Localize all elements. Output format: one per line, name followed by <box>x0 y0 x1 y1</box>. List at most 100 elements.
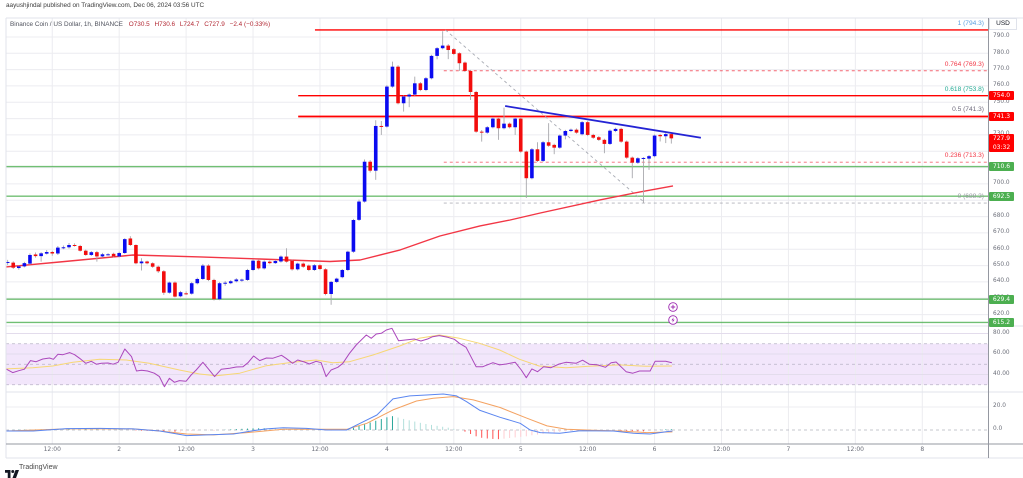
candle <box>206 264 211 282</box>
price-label-value: 741.3 <box>992 112 1011 120</box>
bullish-candle-body <box>167 282 172 293</box>
events-marker-button[interactable] <box>668 312 678 325</box>
candle <box>608 129 612 146</box>
bullish-candle-body <box>122 239 127 253</box>
support-price-label: 615.2 <box>989 317 1014 327</box>
bearish-candle-body <box>134 245 138 264</box>
bearish-candle-body <box>446 45 451 51</box>
bullish-candle-body <box>178 292 183 297</box>
bearish-candle-body <box>524 151 529 179</box>
candle <box>390 61 395 88</box>
candle <box>195 277 200 285</box>
candle <box>156 265 161 273</box>
macd-signal-line <box>6 396 673 436</box>
candle <box>429 54 434 80</box>
price-tick-label: 680.0 <box>993 213 1010 220</box>
bullish-candle-body <box>357 201 361 220</box>
candle <box>530 147 534 180</box>
candle <box>502 107 506 130</box>
candle <box>663 132 668 144</box>
candle <box>452 48 456 56</box>
candle <box>563 129 568 140</box>
bullish-candle-body <box>217 283 222 300</box>
tradingview-brand[interactable]: TradingView <box>19 464 58 471</box>
time-tick-label: 6 <box>652 446 657 453</box>
bearish-candle-body <box>323 269 328 294</box>
candle <box>552 143 557 155</box>
bullish-candle-body <box>613 128 618 132</box>
candle <box>78 244 82 252</box>
price-tick-label: 640.0 <box>993 278 1010 285</box>
price-label-value: 710.6 <box>992 163 1011 171</box>
bullish-candle-body <box>647 156 651 159</box>
bearish-candle-body <box>11 262 16 268</box>
candle <box>636 157 640 164</box>
candle <box>385 85 389 128</box>
candle <box>240 278 244 282</box>
change-value: −2.4 (−0.33%) <box>229 21 271 28</box>
candle <box>602 138 607 154</box>
price-pane <box>6 29 989 324</box>
bearish-candle-body <box>301 263 306 267</box>
bullish-candle-body <box>56 247 60 254</box>
bullish-candle-body <box>189 283 194 294</box>
bearish-candle-body <box>669 134 674 139</box>
candle <box>256 259 261 270</box>
time-tick-label: 12:00 <box>579 446 597 453</box>
candle <box>295 262 300 271</box>
bullish-candle-body <box>312 265 317 270</box>
bullish-candle-body <box>407 94 411 97</box>
price-tick-label: 760.0 <box>993 82 1010 89</box>
candle <box>351 218 356 253</box>
bearish-candle-body <box>507 123 512 128</box>
bullish-candle-body <box>240 279 244 281</box>
candle <box>407 93 411 108</box>
candle <box>468 69 473 100</box>
bullish-candle-body <box>608 130 612 144</box>
time-tick-label: 8 <box>920 446 925 453</box>
candle <box>591 133 596 139</box>
fib-level-label: 1 (794.3) <box>957 19 984 27</box>
bearish-candle-body <box>206 265 211 280</box>
candle <box>234 278 239 283</box>
rsi-pane <box>6 327 673 388</box>
candle <box>217 281 222 301</box>
bullish-candle-body <box>44 252 49 254</box>
price-label-value: 692.5 <box>992 192 1011 200</box>
bearish-candle-body <box>624 141 629 158</box>
candle <box>223 280 227 286</box>
time-tick-label: 12:00 <box>445 446 463 453</box>
bullish-candle-body <box>485 127 490 133</box>
bullish-candle-body <box>234 279 239 282</box>
price-tick-label: 660.0 <box>993 245 1010 252</box>
bullish-candle-body <box>390 66 395 87</box>
candle <box>396 65 400 105</box>
descending-trendline <box>504 105 702 139</box>
bullish-candle-body <box>139 261 144 264</box>
price-tick-label: 770.0 <box>993 66 1010 73</box>
candle <box>122 238 127 254</box>
candle <box>474 90 478 133</box>
candle <box>61 245 66 250</box>
bullish-candle-body <box>557 135 562 148</box>
fib-diagonal-line <box>445 29 646 204</box>
bullish-candle-body <box>279 256 283 262</box>
candle <box>518 117 523 153</box>
time-tick-label: 4 <box>384 446 389 453</box>
bullish-candle-body <box>435 48 439 56</box>
candle <box>22 261 27 268</box>
plus-circle-icon <box>668 302 678 312</box>
time-tick-label: 7 <box>786 446 791 453</box>
candle <box>267 260 272 265</box>
bullish-candle-body <box>362 161 367 202</box>
bearish-candle-body <box>173 282 177 297</box>
candle <box>312 264 317 271</box>
candle <box>491 117 495 129</box>
bullish-candle-body <box>401 96 406 104</box>
candle <box>574 128 579 134</box>
tradingview-logo[interactable] <box>5 465 19 478</box>
time-tick-label: 12:00 <box>311 446 329 453</box>
currency-label[interactable]: USD <box>989 18 1017 30</box>
candle <box>178 290 183 298</box>
add-marker-button[interactable] <box>668 299 678 312</box>
